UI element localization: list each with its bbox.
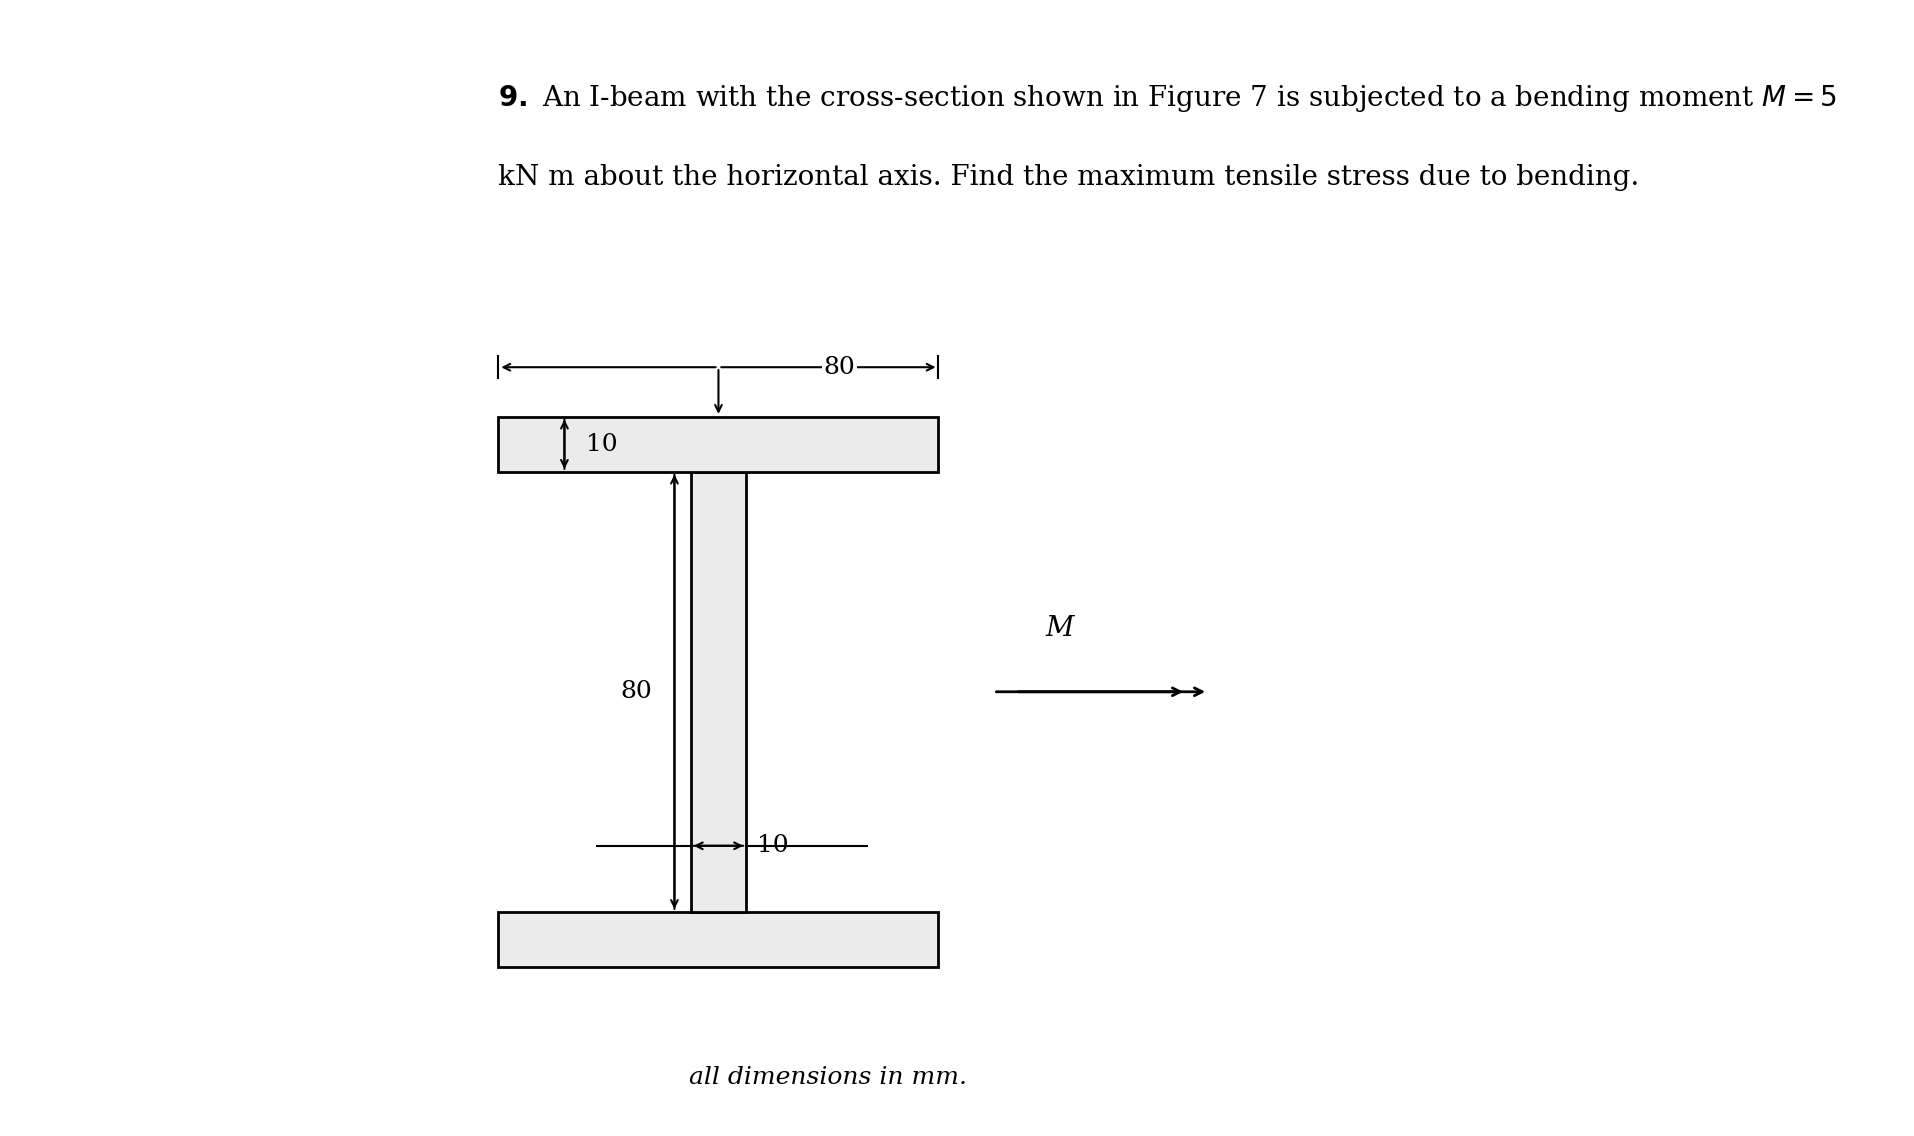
Bar [498,912,938,967]
Bar [691,471,746,912]
Text: 10: 10 [756,834,789,858]
Text: 80: 80 [823,356,856,378]
Text: M: M [1045,616,1074,642]
Text: $\mathbf{9.}$ An I-beam with the cross-section shown in Figure 7 is subjected to: $\mathbf{9.}$ An I-beam with the cross-s… [498,83,1837,115]
Text: 10: 10 [586,433,618,456]
Bar [498,417,938,471]
Text: kN m about the horizontal axis. Find the maximum tensile stress due to bending.: kN m about the horizontal axis. Find the… [498,165,1640,191]
Text: 80: 80 [620,680,653,703]
Text: all dimensions in mm.: all dimensions in mm. [689,1066,967,1088]
